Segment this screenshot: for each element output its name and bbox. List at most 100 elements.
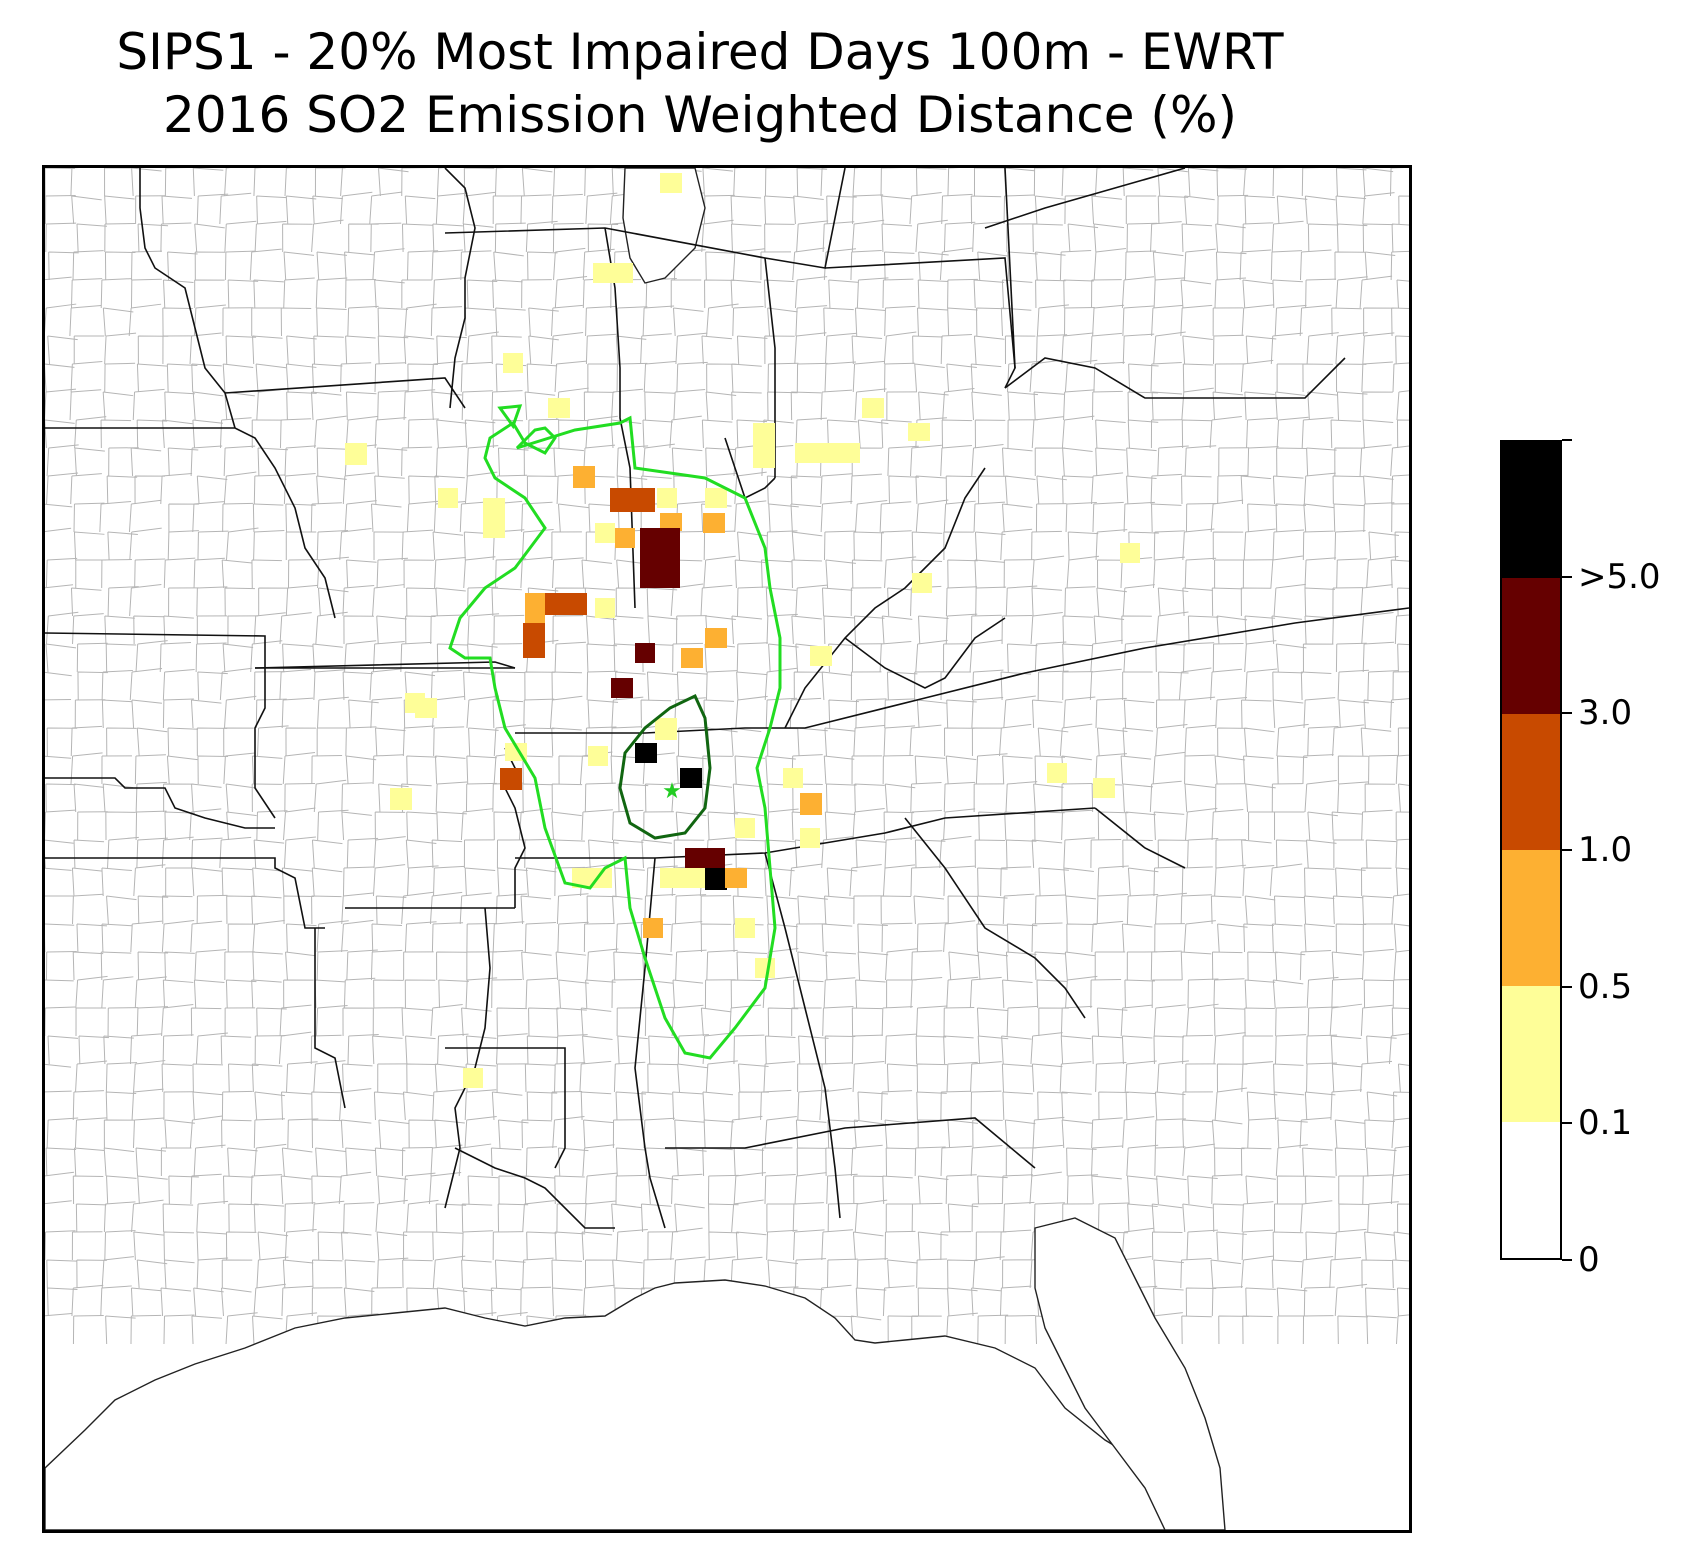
county-line bbox=[730, 727, 762, 757]
county-line bbox=[824, 727, 855, 757]
county-line bbox=[735, 695, 768, 729]
county-line bbox=[316, 696, 349, 729]
county-line bbox=[463, 839, 495, 869]
county-line bbox=[1271, 783, 1303, 813]
county-line bbox=[943, 781, 976, 813]
county-line bbox=[1244, 895, 1276, 925]
county-line bbox=[311, 895, 342, 925]
county-line bbox=[705, 447, 736, 477]
county-line bbox=[677, 726, 709, 757]
county-line bbox=[498, 1119, 529, 1149]
county-line bbox=[466, 1035, 497, 1065]
county-line bbox=[283, 251, 315, 281]
county-line bbox=[971, 696, 1004, 729]
county-line bbox=[820, 168, 829, 197]
county-line bbox=[433, 865, 465, 897]
county-line bbox=[939, 247, 973, 281]
county-line bbox=[378, 168, 409, 197]
county-line bbox=[69, 389, 102, 421]
county-line bbox=[497, 867, 528, 897]
emission-cell bbox=[1093, 778, 1115, 798]
county-line bbox=[372, 1035, 403, 1065]
emission-cells bbox=[345, 173, 1140, 1088]
county-line bbox=[521, 168, 553, 197]
county-line bbox=[1240, 475, 1272, 505]
county-line bbox=[458, 1143, 492, 1177]
county-line bbox=[45, 557, 78, 589]
county-line bbox=[77, 671, 108, 701]
county-line bbox=[498, 1175, 529, 1205]
county-line bbox=[611, 978, 643, 1009]
county-line bbox=[494, 222, 526, 253]
county-line bbox=[1097, 1202, 1129, 1233]
county-line bbox=[1157, 195, 1189, 225]
county-line bbox=[1212, 642, 1244, 673]
county-line bbox=[1155, 892, 1188, 925]
county-line bbox=[1183, 248, 1216, 281]
county-line bbox=[372, 754, 404, 785]
county-line bbox=[1003, 194, 1035, 225]
county-line bbox=[1031, 416, 1064, 449]
county-line bbox=[1303, 503, 1334, 533]
county-line bbox=[45, 1171, 75, 1177]
county-line bbox=[1096, 587, 1127, 617]
county-line bbox=[1061, 168, 1071, 197]
county-line bbox=[374, 1147, 406, 1177]
county-line bbox=[1277, 1315, 1308, 1345]
county-line bbox=[284, 1202, 316, 1233]
county-line bbox=[219, 192, 252, 225]
county-line bbox=[163, 615, 194, 645]
county-line bbox=[1302, 530, 1334, 561]
county-line bbox=[252, 335, 283, 365]
county-line bbox=[1360, 1004, 1393, 1037]
county-line bbox=[45, 839, 74, 869]
county-line bbox=[404, 921, 437, 953]
emission-cell bbox=[783, 768, 803, 788]
county-line bbox=[794, 332, 827, 365]
county-line bbox=[494, 1259, 526, 1289]
county-line bbox=[552, 557, 584, 589]
county-line bbox=[493, 614, 525, 645]
county-line bbox=[822, 1006, 854, 1037]
county-line bbox=[1031, 530, 1062, 561]
county-line bbox=[136, 1006, 168, 1037]
county-line bbox=[708, 1203, 739, 1233]
county-line bbox=[1390, 445, 1409, 477]
county-line bbox=[1331, 1063, 1363, 1093]
county-line bbox=[1095, 529, 1128, 561]
emission-cell bbox=[685, 848, 725, 870]
county-line bbox=[1363, 979, 1395, 1009]
county-line bbox=[227, 615, 258, 645]
county-line bbox=[1002, 1091, 1033, 1121]
county-line bbox=[857, 1091, 889, 1121]
county-line bbox=[824, 1035, 856, 1065]
county-line bbox=[102, 783, 134, 813]
emission-cell bbox=[483, 498, 505, 538]
county-line bbox=[73, 502, 105, 533]
county-line bbox=[195, 1032, 228, 1065]
county-line bbox=[794, 1258, 827, 1289]
county-line bbox=[461, 390, 493, 421]
county-line bbox=[764, 168, 785, 197]
county-line bbox=[378, 1119, 409, 1149]
emission-cell bbox=[500, 768, 522, 790]
county-line bbox=[224, 220, 257, 253]
county-line bbox=[823, 530, 855, 561]
county-line bbox=[104, 195, 135, 225]
county-line bbox=[557, 921, 589, 953]
county-line bbox=[315, 611, 348, 645]
county-line bbox=[72, 893, 104, 925]
county-line bbox=[1209, 416, 1242, 449]
county-line bbox=[1361, 611, 1394, 645]
county-line bbox=[1152, 251, 1184, 281]
emission-cell bbox=[655, 718, 677, 740]
county-line bbox=[915, 639, 948, 673]
county-line bbox=[344, 500, 377, 533]
county-line bbox=[1092, 390, 1123, 421]
county-line bbox=[793, 671, 825, 701]
county-line bbox=[166, 755, 198, 785]
county-line bbox=[1392, 671, 1409, 701]
county-line bbox=[943, 920, 976, 953]
emission-cell bbox=[545, 593, 587, 615]
county-line bbox=[945, 755, 977, 785]
